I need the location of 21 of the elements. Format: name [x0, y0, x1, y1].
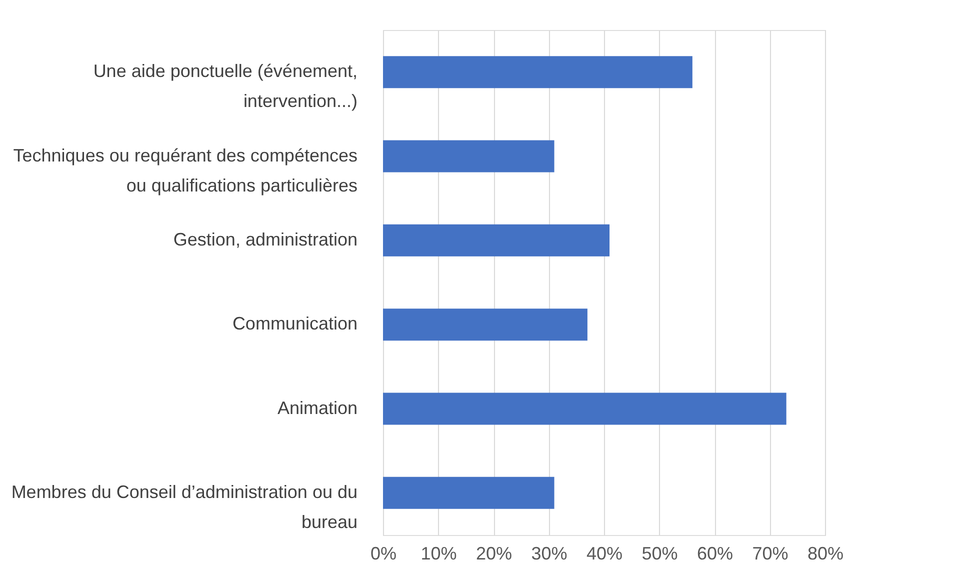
y-tick-label: Techniques ou requérant des compétences ou qualifications particulières — [13, 145, 358, 196]
x-tick-label: 30% — [531, 544, 568, 564]
x-tick-label: 60% — [696, 544, 734, 564]
y-tick-label: Une aide ponctuelle (événement, intervention...) — [93, 61, 358, 112]
bar — [383, 140, 554, 172]
x-tick-label: 70% — [752, 544, 788, 564]
x-tick-label: 80% — [807, 544, 844, 564]
y-tick-label: Membres du Conseil d’administration ou du bureau — [11, 482, 358, 532]
x-tick-label: 40% — [586, 544, 623, 564]
bar — [383, 392, 786, 425]
y-tick-label: Gestion, administration — [173, 229, 358, 250]
bar — [383, 56, 692, 88]
bar — [383, 476, 554, 509]
x-tick-label: 20% — [476, 544, 512, 564]
bar — [383, 224, 610, 256]
x-tick-label: 10% — [420, 544, 457, 564]
bar — [383, 308, 588, 341]
x-tick-label: 0% — [370, 544, 397, 564]
y-tick-label: Animation — [277, 398, 358, 418]
y-tick-label: Communication — [232, 314, 358, 334]
x-tick-label: 50% — [642, 544, 678, 564]
